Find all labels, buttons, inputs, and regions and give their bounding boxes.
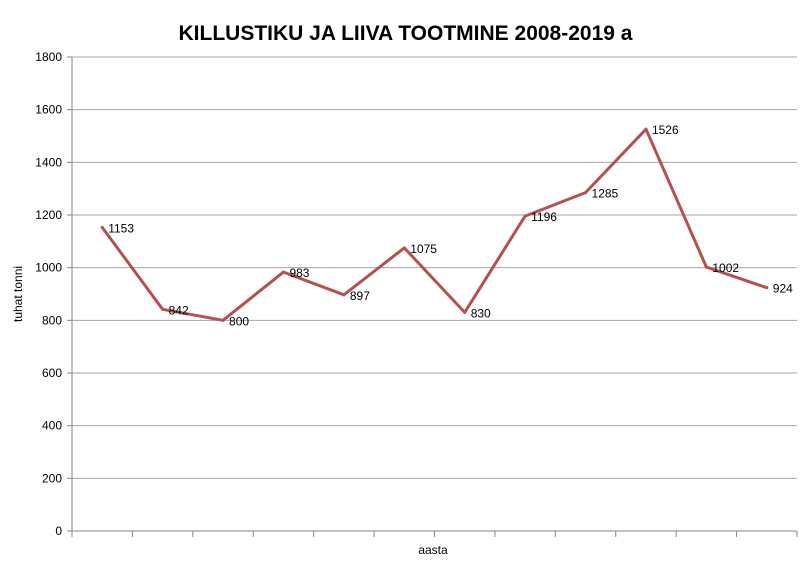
data-label: 842: [169, 303, 189, 317]
series-line: [100, 127, 769, 322]
y-tick-label: 1200: [35, 208, 62, 222]
data-point: [402, 246, 406, 250]
data-label: 1196: [531, 210, 557, 224]
x-tick-marks: [71, 531, 798, 537]
x-axis-title: aasta: [418, 543, 448, 557]
y-tick-label: 200: [42, 471, 62, 485]
data-label: 1526: [652, 123, 679, 137]
data-label: 924: [773, 282, 793, 296]
data-label: 800: [229, 314, 249, 328]
data-point: [342, 293, 346, 297]
data-point: [281, 270, 285, 274]
y-tick-label: 0: [55, 524, 62, 538]
data-point: [221, 318, 225, 322]
data-labels: 1153 842 800 983 897 1075 830 1196 1285 1526 1002 9…: [108, 123, 793, 328]
y-tick-label: 1600: [35, 103, 62, 117]
data-label: 983: [289, 266, 309, 280]
axes: [67, 56, 797, 532]
y-tick-label: 600: [42, 366, 62, 380]
y-axis-title: tuhat tonni: [11, 266, 25, 322]
data-label: 830: [471, 306, 491, 320]
y-tick-label: 800: [42, 313, 62, 327]
data-point: [704, 265, 708, 269]
data-label: 1075: [410, 242, 437, 256]
y-tick-label: 1800: [35, 50, 62, 64]
data-label: 1002: [712, 261, 739, 275]
series-path: [100, 127, 769, 322]
data-label: 1153: [108, 221, 134, 235]
y-tick-label: 400: [42, 419, 62, 433]
chart-title: KILLUSTIKU JA LIIVA TOOTMINE 2008-2019 a: [178, 22, 633, 45]
data-point: [100, 225, 104, 229]
y-tick-label: 1000: [35, 261, 62, 275]
y-tick-labels: 0 200 400 600 800 1000 1200 1400 1600 1800: [35, 50, 62, 538]
data-point: [463, 310, 467, 314]
data-point: [644, 127, 648, 131]
data-point: [765, 286, 769, 290]
data-point: [161, 307, 165, 311]
data-point: [584, 191, 588, 195]
y-tick-label: 1400: [35, 155, 62, 169]
gridlines: [72, 56, 797, 479]
data-point: [523, 214, 527, 218]
data-label: 897: [350, 289, 370, 303]
data-label: 1285: [592, 187, 619, 201]
